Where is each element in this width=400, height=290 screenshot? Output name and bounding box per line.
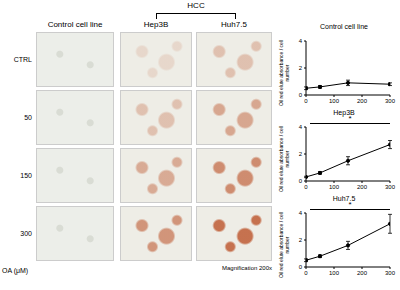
svg-text:4: 4 [299,125,303,130]
html-text:Hep3B: Hep3B [333,109,355,116]
html-text:50: 50 [24,113,32,121]
svg-text:2: 2 [299,151,303,157]
svg-text:0: 0 [299,178,303,184]
svg-text:0: 0 [299,264,303,270]
html-text:Huh7.5: Huh7.5 [332,195,356,202]
svg-text:0: 0 [299,92,303,98]
html-text:HCC: HCC [187,1,205,10]
svg-text:200: 200 [357,270,368,276]
svg-text:100: 100 [329,270,340,276]
html-text:Oil red elute absorbance / cel: Oil red elute absorbance / cell number [278,211,290,279]
html-text:CTRL: CTRL [13,55,32,63]
html-text:300: 300 [20,229,32,237]
html-text:150: 150 [20,171,32,179]
html-text:Oil red elute absorbance / cel: Oil red elute absorbance / cell number [278,125,290,193]
svg-text:100: 100 [329,98,340,104]
svg-text:300: 300 [385,98,392,104]
html-text:Magnification 200x: Magnification 200x [222,265,272,271]
html-text:OA (μM): OA (μM) [2,267,29,274]
html-text:Control cell line: Control cell line [47,20,103,29]
svg-text:0: 0 [304,184,308,190]
svg-text:0: 0 [304,98,308,104]
html-text:Oil red elute absorbance / cel: Oil red elute absorbance / cell number [278,39,290,107]
svg-text:300: 300 [385,184,392,190]
svg-text:4: 4 [299,211,303,216]
svg-text:2: 2 [299,65,303,71]
html-text:Huh7.5: Huh7.5 [221,20,247,29]
svg-text:0: 0 [304,270,308,276]
svg-text:4: 4 [299,39,303,44]
svg-text:2: 2 [299,237,303,243]
svg-text:300: 300 [385,270,392,276]
html-text:Hep3B: Hep3B [143,20,169,29]
html-text:Control cell line: Control cell line [320,23,368,30]
svg-text:200: 200 [357,98,368,104]
svg-text:200: 200 [357,184,368,190]
svg-text:100: 100 [329,184,340,190]
